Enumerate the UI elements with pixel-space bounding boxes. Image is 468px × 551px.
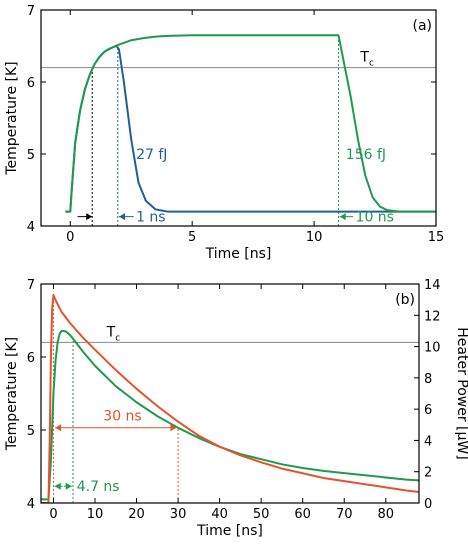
y-axis-title: Temperature [K] [4, 61, 20, 175]
arrow-head-0 [55, 424, 62, 432]
y2-tick-label: 6 [424, 403, 432, 418]
x-axis-title: Time [ns] [205, 246, 272, 262]
y2-tick-label: 8 [424, 372, 432, 387]
tc-subscript: c [115, 333, 120, 343]
plot-frame [40, 9, 437, 227]
panel-a-chart: Tc 27 fJ 156 fJ 1 ns 10 ns 0 5 10 15 4 5 6 7 Time [ns… [4, 4, 444, 262]
series-group [41, 293, 419, 503]
panel-label: (b) [395, 292, 415, 308]
x-tick-label: 0 [66, 230, 74, 245]
y-tick-label: 4 [27, 497, 35, 512]
x-tick-label: 50 [253, 507, 270, 522]
tc-label: Tc [106, 324, 121, 343]
y-tick-label: 5 [27, 148, 35, 163]
x-tick-label: 15 [428, 230, 445, 245]
series-line-blue [65, 45, 436, 213]
arrow-head-2 [54, 482, 61, 490]
y-tick-label: 7 [27, 278, 35, 293]
y2-tick-label: 10 [424, 341, 441, 356]
x-tick-label: 0 [49, 507, 57, 522]
arrow-head-3 [65, 482, 72, 490]
x-tick-label: 80 [377, 507, 394, 522]
x-tick-label: 70 [336, 507, 353, 522]
y2-tick-label: 14 [424, 278, 441, 293]
series-line-red [41, 293, 419, 503]
plot-frame [40, 283, 420, 504]
annotation-label: 1 ns [136, 210, 166, 226]
y2-tick-label: 12 [424, 309, 441, 324]
tc-subscript: c [369, 59, 374, 69]
y-tick-label: 7 [27, 4, 35, 19]
y-tick-label: 6 [27, 351, 35, 366]
y2-tick-label: 4 [424, 434, 432, 449]
y-axis-title: Temperature [K] [4, 337, 20, 451]
annotation-label: 4.7 ns [77, 479, 120, 495]
annotation-label: 156 fJ [346, 147, 386, 163]
series-group [65, 34, 436, 213]
arrow-head-1 [170, 424, 177, 432]
x-tick-label: 30 [170, 507, 187, 522]
x-tick-label: 40 [211, 507, 228, 522]
series-line-green [41, 329, 419, 501]
y-tick-label: 5 [27, 424, 35, 439]
y2-axis-title: Heater Power [µW] [454, 327, 468, 459]
y2-tick-label: 2 [424, 466, 432, 481]
x-tick-label: 10 [87, 507, 104, 522]
arrow-head-2 [339, 213, 346, 221]
series-line-green [65, 34, 436, 213]
annotation-label: 10 ns [356, 210, 394, 226]
x-tick-label: 20 [128, 507, 145, 522]
y2-tick-label: 0 [424, 497, 432, 512]
arrow-head-0 [86, 213, 93, 221]
y-tick-label: 6 [27, 76, 35, 91]
y-tick-label: 4 [27, 220, 35, 235]
x-axis-title: Time [ns] [196, 523, 263, 539]
x-tick-label: 10 [306, 230, 323, 245]
x-tick-label: 60 [294, 507, 311, 522]
tc-label: Tc [359, 50, 374, 69]
annotation-label: 27 fJ [136, 147, 167, 163]
annotation-label: 30 ns [103, 408, 141, 424]
x-tick-label: 5 [188, 230, 196, 245]
panel-label: (a) [412, 18, 432, 34]
arrow-head-1 [119, 213, 126, 221]
